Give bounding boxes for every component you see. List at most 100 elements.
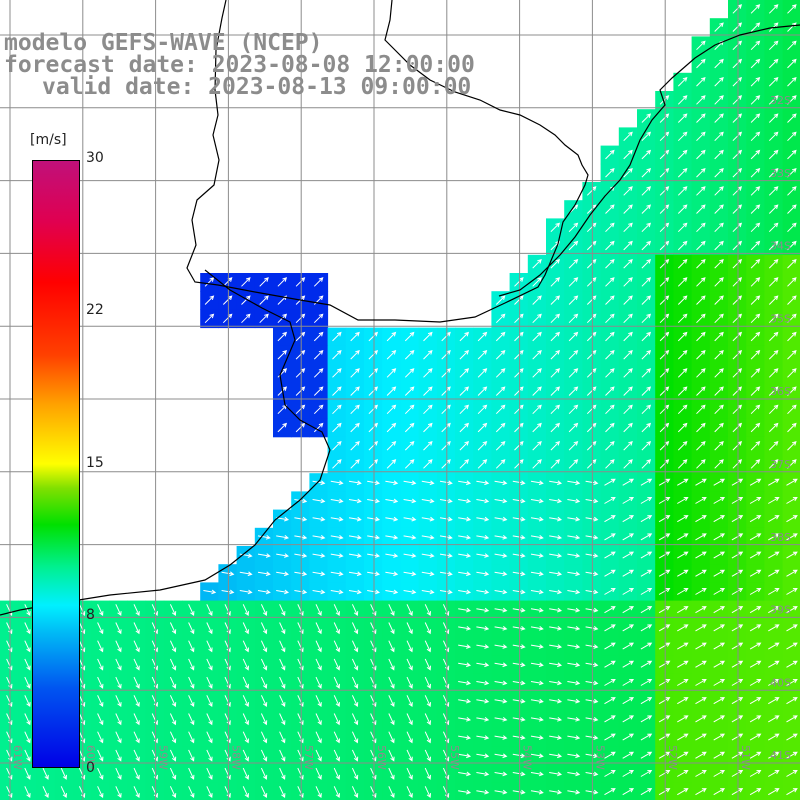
- wind-arrow: [731, 660, 744, 668]
- wind-arrow: [713, 697, 726, 705]
- wind-arrow: [188, 786, 195, 799]
- wind-arrow: [731, 678, 744, 686]
- longitude-label: 60W: [84, 745, 97, 770]
- wind-arrow: [257, 535, 271, 540]
- wind-arrow: [221, 589, 235, 595]
- wind-arrow: [641, 331, 652, 342]
- wind-arrow: [297, 731, 304, 744]
- wind-arrow: [604, 660, 616, 668]
- wind-arrow: [731, 769, 744, 777]
- wind-arrow: [677, 404, 688, 415]
- wind-arrow: [714, 167, 724, 178]
- wind-arrow: [204, 313, 215, 324]
- wind-arrow: [713, 624, 726, 632]
- wind-arrow: [442, 658, 450, 671]
- wind-arrow: [458, 498, 472, 504]
- wind-arrow: [424, 786, 431, 799]
- wind-arrow: [696, 167, 706, 178]
- wind-arrow: [442, 786, 450, 799]
- wind-arrow: [640, 569, 653, 577]
- wind-arrow: [732, 76, 743, 87]
- wind-arrow: [476, 698, 490, 704]
- wind-arrow: [294, 516, 308, 522]
- wind-arrow: [424, 658, 431, 671]
- wind-arrow: [659, 422, 670, 433]
- wind-arrow: [568, 222, 579, 233]
- wind-arrow: [133, 658, 140, 671]
- wind-arrow: [404, 331, 415, 342]
- wind-arrow: [749, 642, 762, 650]
- wind-arrow: [259, 295, 269, 305]
- wind-arrow: [677, 76, 688, 87]
- wind-arrow: [530, 589, 544, 595]
- wind-arrow: [731, 496, 744, 504]
- wind-arrow: [532, 422, 542, 433]
- wind-arrow: [696, 331, 706, 342]
- wind-arrow: [768, 551, 780, 559]
- wind-arrow: [495, 440, 506, 451]
- wind-arrow: [333, 749, 340, 762]
- wind-arrow: [605, 349, 615, 360]
- wind-arrow: [714, 459, 724, 469]
- wind-arrow: [549, 535, 563, 540]
- wind-arrow: [731, 533, 744, 541]
- wind-arrow: [512, 735, 526, 740]
- wind-arrow: [297, 622, 304, 635]
- wind-arrow: [313, 349, 324, 360]
- wind-arrow: [476, 680, 490, 686]
- wind-arrow: [787, 313, 797, 324]
- wind-arrow: [713, 733, 726, 741]
- wind-arrow: [768, 58, 779, 69]
- wind-arrow: [696, 222, 706, 233]
- wind-arrow: [386, 422, 397, 433]
- wind-arrow: [495, 331, 506, 342]
- wind-arrow: [442, 676, 450, 689]
- wind-arrow: [530, 735, 544, 740]
- wind-arrow: [622, 478, 635, 486]
- latitude-label: 33S: [770, 167, 791, 180]
- wind-arrow: [604, 751, 616, 759]
- wind-arrow: [641, 277, 652, 287]
- wind-arrow: [713, 478, 726, 486]
- wind-arrow: [459, 404, 470, 415]
- wind-arrow: [530, 571, 544, 577]
- wind-arrow: [442, 767, 450, 780]
- wind-arrow: [586, 386, 597, 396]
- wind-arrow: [388, 658, 395, 671]
- wind-arrow: [476, 735, 490, 740]
- wind-arrow: [385, 480, 399, 486]
- wind-arrow: [787, 222, 797, 233]
- wind-arrow: [370, 622, 377, 635]
- latitude-label: 34S: [770, 240, 791, 253]
- wind-arrow: [677, 440, 688, 451]
- wind-arrow: [586, 240, 597, 251]
- wind-arrow: [42, 767, 49, 780]
- wind-arrow: [749, 697, 762, 705]
- wind-arrow: [786, 551, 798, 559]
- wind-arrow: [786, 715, 798, 723]
- wind-arrow: [477, 440, 488, 451]
- wind-arrow: [695, 515, 707, 523]
- wind-arrow: [641, 368, 652, 378]
- wind-arrow: [442, 604, 450, 617]
- wind-arrow: [403, 553, 417, 558]
- wind-arrow: [622, 769, 635, 777]
- wind-arrow: [714, 186, 724, 196]
- wind-arrow: [133, 604, 140, 617]
- wind-arrow: [768, 131, 779, 142]
- wind-arrow: [623, 404, 633, 415]
- wind-arrow: [787, 204, 797, 214]
- wind-arrow: [260, 713, 268, 726]
- wind-arrow: [750, 295, 761, 305]
- wind-arrow: [351, 658, 359, 671]
- wind-arrow: [295, 331, 306, 342]
- wind-arrow: [696, 422, 706, 433]
- wind-arrow: [6, 622, 13, 635]
- wind-arrow: [568, 277, 579, 287]
- wind-arrow: [696, 459, 706, 469]
- wind-arrow: [24, 622, 31, 635]
- wind-arrow: [188, 640, 195, 653]
- wind-arrow: [714, 295, 724, 305]
- wind-arrow: [586, 349, 597, 360]
- wind-arrow: [295, 277, 306, 287]
